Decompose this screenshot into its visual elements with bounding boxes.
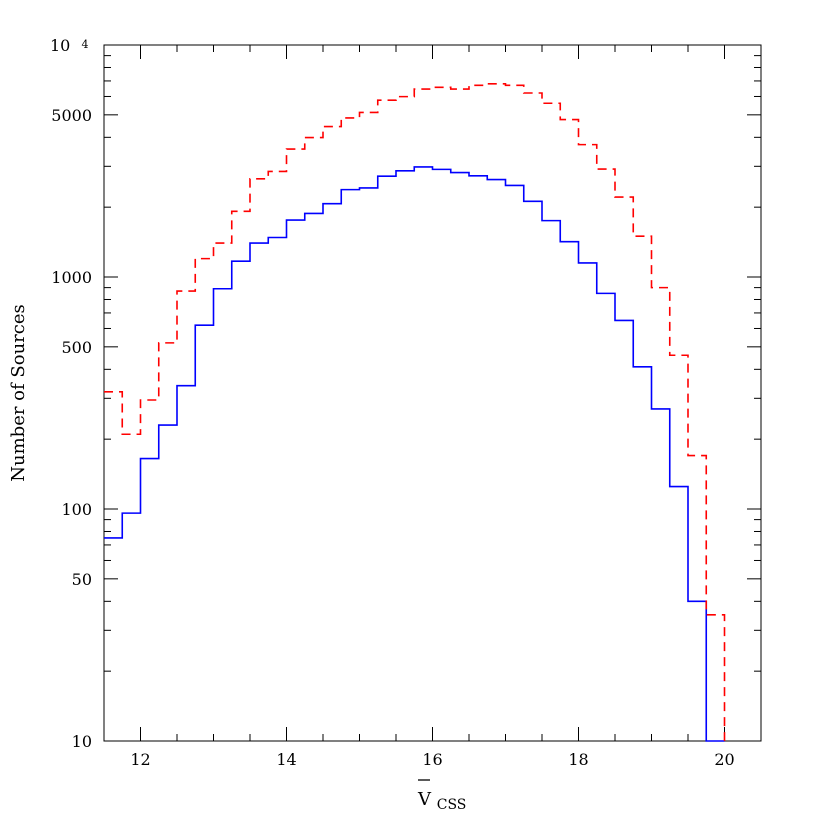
tick-labels: 12 14 16 18 20 10 50 100 500 1000 5000 xyxy=(51,106,734,769)
x-tick-label: 18 xyxy=(568,750,588,769)
x-tick-label: 14 xyxy=(276,750,296,769)
y-tick-label: 50 xyxy=(72,570,92,589)
data-series xyxy=(104,83,726,742)
axis-ticks xyxy=(104,44,761,742)
histogram-series-dashed xyxy=(104,83,726,741)
y-tick-label: 5000 xyxy=(51,106,92,125)
plot-frame xyxy=(103,44,762,742)
y-tick-label: 1000 xyxy=(51,268,92,287)
y-tick-label: 500 xyxy=(61,338,92,357)
x-tick-label: 16 xyxy=(422,750,442,769)
svg-text:V CSS: V CSS xyxy=(417,789,466,813)
y-tick-label: 10 xyxy=(72,732,92,751)
x-tick-label: 20 xyxy=(714,750,734,769)
y-top-tick-label: 10 4 xyxy=(50,36,88,55)
y-axis-title: Number of Sources xyxy=(8,304,29,481)
x-tick-label: 12 xyxy=(130,750,150,769)
histogram-series-solid xyxy=(104,166,725,742)
x-axis-title-main: V xyxy=(417,789,432,810)
x-axis-title-subscript: CSS xyxy=(437,797,467,813)
y-tick-label: 100 xyxy=(61,500,92,519)
x-axis-title: V CSS xyxy=(417,779,466,813)
